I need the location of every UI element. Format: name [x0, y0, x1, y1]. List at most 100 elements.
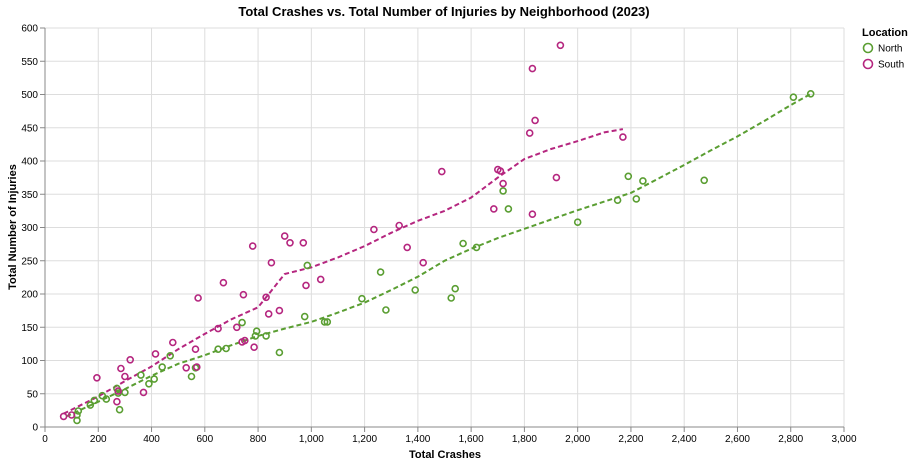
north-data-point [275, 348, 284, 357]
north-data-point [90, 396, 99, 405]
axes: 0 200 400 600 800 1,000 1,200 1,400 1,600 1,800 2,… [21, 24, 857, 446]
south-data-point [499, 179, 507, 188]
north-data-point [262, 332, 270, 340]
south-data-point [264, 310, 273, 318]
south-data-point [250, 343, 258, 352]
north-data-point [613, 196, 622, 204]
x-tick-label: 400 [143, 434, 160, 445]
north-data-point [700, 176, 709, 185]
north-data-point [358, 294, 366, 303]
south-data-point [403, 243, 412, 252]
south-data-point [121, 372, 129, 381]
north-data-point [187, 372, 196, 381]
south-data-point [552, 173, 561, 182]
south-data-point [528, 64, 537, 73]
y-tick-label: 200 [21, 290, 38, 301]
south-data-point [496, 167, 505, 175]
north-data-point [639, 177, 647, 185]
x-tick-label: 2,000 [565, 434, 590, 445]
south-data-point [302, 281, 310, 290]
north-trend-line [65, 92, 813, 418]
north-data-point [323, 318, 332, 326]
north-data-point [451, 284, 460, 293]
y-tick-label: 550 [21, 57, 38, 68]
south-data-point [248, 242, 257, 250]
grid-lines [44, 27, 845, 428]
x-tick-label: 2,800 [778, 434, 803, 445]
x-tick-label: 1,000 [299, 434, 324, 445]
north-data-point [150, 375, 158, 383]
north-data-point [102, 395, 111, 403]
y-tick-label: 350 [21, 190, 38, 201]
south-data-point [126, 355, 134, 364]
north-data-point [252, 327, 261, 336]
x-tick-label: 200 [90, 434, 107, 445]
south-data-point [531, 116, 539, 125]
south-data-point [275, 306, 284, 315]
south-data-point [395, 221, 404, 230]
y-tick-label: 50 [27, 389, 39, 400]
x-tick-label: 2,600 [725, 434, 750, 445]
south-data-point [151, 350, 160, 358]
north-data-point [320, 318, 329, 326]
y-tick-label: 500 [21, 90, 38, 101]
north-data-point [303, 261, 312, 270]
y-tick-label: 0 [32, 423, 38, 434]
x-tick-label: 600 [196, 434, 213, 445]
north-data-point [238, 318, 246, 327]
north-data-point [158, 363, 166, 371]
south-data-point [169, 338, 177, 347]
south-data-point [619, 133, 627, 141]
trend-lines [63, 92, 813, 418]
chart-title: Total Crashes vs. Total Number of Injuri… [238, 4, 649, 19]
y-tick-label: 450 [21, 123, 38, 134]
south-data-point [233, 323, 241, 332]
north-data-point [376, 268, 385, 276]
y-tick-label: 250 [21, 256, 38, 267]
x-axis-title: Total Crashes [409, 449, 481, 461]
south-data-point [214, 324, 222, 333]
x-tick-label: 1,800 [512, 434, 537, 445]
x-tick-label: 2,200 [618, 434, 643, 445]
y-tick-label: 300 [21, 223, 38, 234]
south-data-point [267, 258, 276, 267]
legend-title: Location [862, 27, 908, 39]
north-data-point [447, 294, 456, 302]
north-data-point [382, 306, 390, 314]
south-data-point [525, 129, 534, 137]
south-data-point [194, 294, 202, 302]
legend-label-south: South [878, 60, 904, 71]
x-tick-label: 800 [250, 434, 267, 445]
north-data-point [806, 90, 815, 98]
x-tick-label: 3,000 [831, 434, 856, 445]
south-data-point [239, 290, 248, 299]
x-tick-label: 1,400 [405, 434, 430, 445]
north-data-point [300, 312, 309, 321]
south-data-point [114, 387, 122, 395]
south-data-point [316, 275, 325, 284]
south-data-point [370, 225, 378, 234]
south-data-point [286, 239, 294, 247]
south-data-point [219, 278, 228, 287]
north-data-point [472, 243, 481, 252]
south-data-point [241, 336, 249, 345]
north-data-point [121, 388, 129, 397]
legend-symbol-south [862, 58, 874, 70]
y-tick-label: 600 [21, 24, 38, 35]
north-data-point [504, 205, 513, 213]
north-data-point [222, 344, 230, 353]
north-data-point [411, 286, 420, 294]
north-data-point [624, 172, 633, 181]
north-data-point [74, 407, 83, 415]
south-data-point [489, 205, 498, 213]
south-trend-line [63, 128, 624, 415]
north-data-point [214, 345, 222, 354]
legend-label-north: North [878, 44, 902, 55]
north-data-point [632, 195, 641, 203]
south-data-point [59, 412, 68, 421]
data-points [59, 41, 815, 425]
x-tick-label: 1,200 [352, 434, 377, 445]
south-data-point [556, 41, 565, 50]
south-data-point [139, 388, 148, 397]
